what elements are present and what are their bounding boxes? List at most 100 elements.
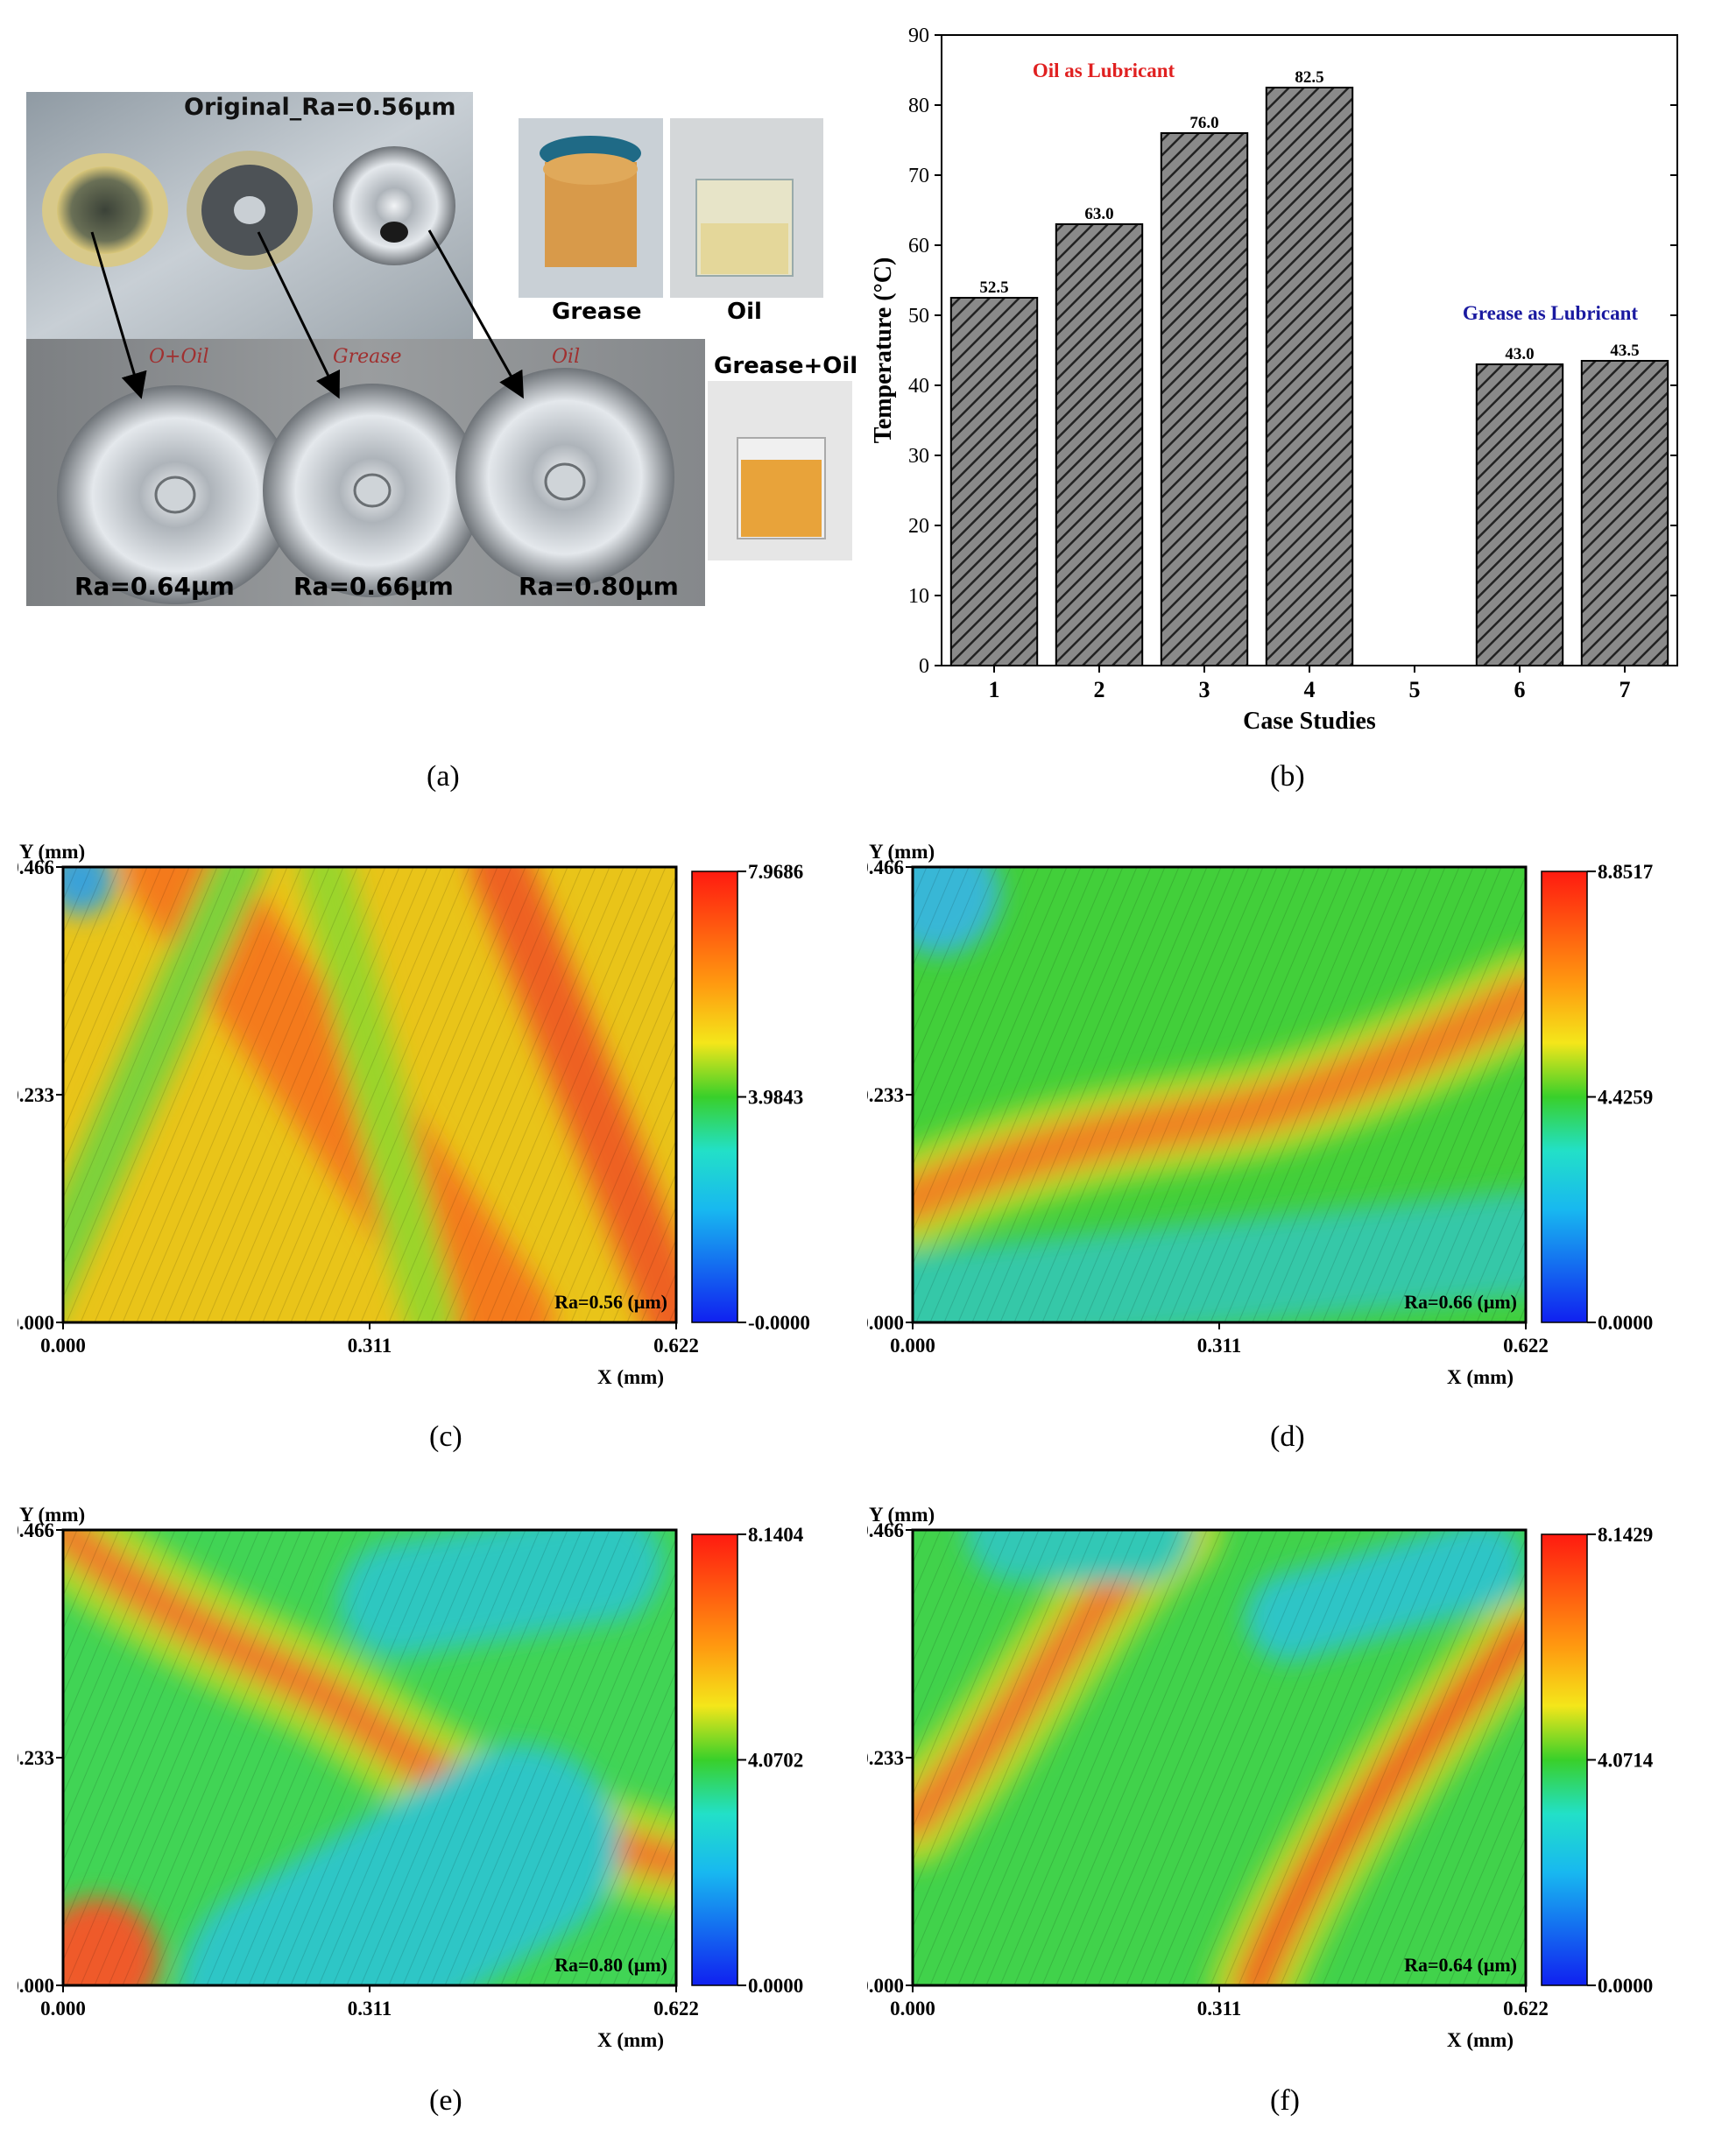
bar-data-label: 43.0 xyxy=(1505,345,1534,363)
colorbar-tick-label: 0.0000 xyxy=(1598,1312,1653,1334)
surface-map xyxy=(913,1530,1526,1985)
surface-band xyxy=(300,867,457,1322)
surface-band xyxy=(470,867,676,1322)
colorbar xyxy=(691,1533,738,1986)
ra-annotation: Ra=0.80 (μm) xyxy=(554,1954,667,1976)
bar xyxy=(949,297,1039,666)
surface-map xyxy=(913,867,1526,1322)
surface-map xyxy=(63,867,676,1322)
bar-data-label: 82.5 xyxy=(1295,68,1323,87)
surface-band xyxy=(913,1191,1526,1322)
colorbar xyxy=(1541,1533,1588,1986)
y-tick-label: 40 xyxy=(908,375,929,398)
y-tick-label: 50 xyxy=(908,305,929,328)
y-tick-label: 20 xyxy=(908,515,929,538)
heatmap-d: Y (mm) X (mm) 0.000 0.233 0.466 0.000 0.311 0.6… xyxy=(858,839,1717,1391)
x-tick-label: 0.311 xyxy=(348,1998,392,2020)
y-tick-label: 0.466 xyxy=(867,856,904,878)
ra-annotation: Ra=0.66 (μm) xyxy=(1404,1291,1517,1313)
colorbar-tick-label: 4.4259 xyxy=(1598,1087,1653,1109)
bar-chart-b: 0 10 20 30 40 50 60 70 80 90 1 52.5 2 63.0 3 76.0 4 82.5 5… xyxy=(867,18,1708,753)
x-tick-label: 0.000 xyxy=(40,1998,86,2020)
y-tick-label: 60 xyxy=(908,235,929,257)
bar xyxy=(1265,87,1354,666)
handwritten-label-grease: Grease xyxy=(333,346,402,368)
ra-annotation: Ra=0.56 (μm) xyxy=(554,1291,667,1313)
surface-spot xyxy=(63,867,116,915)
y-tick-label: 10 xyxy=(908,585,929,608)
bar xyxy=(1055,223,1144,666)
surface-spot xyxy=(63,1898,159,1985)
y-tick-label: 0.233 xyxy=(867,1747,904,1769)
x-tick-label: 7 xyxy=(1620,677,1631,702)
y-tick-label: 0.000 xyxy=(867,1975,904,1997)
y-tick-label: 0.233 xyxy=(18,1747,54,1769)
x-tick-label: 0.622 xyxy=(653,1998,699,2020)
panel-label-a: (a) xyxy=(427,760,460,793)
heatmap-f: Y (mm) X (mm) 0.000 0.233 0.466 0.000 0.311 0.6… xyxy=(858,1502,1717,2054)
x-tick-label: 0.000 xyxy=(890,1998,935,2020)
x-tick-label: 0.622 xyxy=(1503,1998,1549,2020)
heatmap-e: Y (mm) X (mm) 0.000 0.233 0.466 0.000 0.311 0.6… xyxy=(9,1502,867,2054)
x-axis-label: X (mm) xyxy=(597,2029,664,2051)
y-axis-label: Y (mm) xyxy=(19,841,85,863)
bar xyxy=(1160,132,1249,666)
surface-ridge xyxy=(1234,1615,1526,1985)
bar-data-label: 43.5 xyxy=(1610,342,1639,360)
surface-ridge xyxy=(913,974,1526,1224)
colorbar-tick-label: 4.0702 xyxy=(748,1750,803,1772)
product-label-grease-oil: Grease+Oil xyxy=(714,353,858,379)
x-tick-label: 3 xyxy=(1199,677,1210,702)
x-tick-label: 5 xyxy=(1409,677,1421,702)
x-axis-label: X (mm) xyxy=(597,1366,664,1388)
colorbar-tick-label: 7.9686 xyxy=(748,861,803,883)
handwritten-label-oil: Oil xyxy=(552,346,581,368)
x-tick-label: 0.622 xyxy=(1503,1335,1549,1357)
y-tick-label: 90 xyxy=(908,25,929,47)
colorbar-tick-label: 4.0714 xyxy=(1598,1750,1654,1772)
panel-label-b: (b) xyxy=(1270,760,1305,793)
x-tick-label: 0.311 xyxy=(1197,1335,1241,1357)
x-tick-label: 0.311 xyxy=(348,1335,392,1357)
handwritten-label-o-oil: O+Oil xyxy=(149,346,209,368)
y-tick-label: 0.466 xyxy=(867,1519,904,1541)
surface-band xyxy=(1246,1530,1526,1661)
y-tick-label: 30 xyxy=(908,445,929,468)
x-axis-label: X (mm) xyxy=(1447,1366,1514,1388)
colorbar-tick-label: 0.0000 xyxy=(748,1975,803,1997)
colorbar-tick-label: 8.8517 xyxy=(1598,861,1653,883)
panel-label-c: (c) xyxy=(429,1420,462,1453)
surface-spot xyxy=(913,867,1000,955)
bar xyxy=(1475,363,1564,666)
heatmap-c: Y (mm) X (mm) 0.000 0.233 0.466 0.000 0.311 0.6… xyxy=(9,839,867,1391)
ra-annotation: Ra=0.64 (μm) xyxy=(1404,1954,1517,1976)
x-axis-label: Case Studies xyxy=(1243,708,1376,735)
panel-label-d: (d) xyxy=(1270,1420,1305,1453)
x-tick-label: 0.000 xyxy=(40,1335,86,1357)
y-axis-label: Y (mm) xyxy=(869,1504,935,1526)
y-tick-label: 0.466 xyxy=(18,856,54,878)
panel-label-e: (e) xyxy=(429,2084,462,2117)
y-tick-label: 0.233 xyxy=(867,1084,904,1106)
y-tick-label: 0.000 xyxy=(867,1312,904,1334)
x-axis-label: X (mm) xyxy=(1447,2029,1514,2051)
surface-map xyxy=(63,1530,676,1985)
panel-label-f: (f) xyxy=(1270,2084,1300,2117)
y-axis-label: Y (mm) xyxy=(869,841,935,863)
bar-data-label: 52.5 xyxy=(979,278,1008,297)
y-tick-label: 70 xyxy=(908,165,929,187)
x-tick-label: 0.000 xyxy=(890,1335,935,1357)
y-tick-label: 80 xyxy=(908,95,929,117)
colorbar xyxy=(1541,871,1588,1323)
surface-band xyxy=(339,1530,663,1657)
surface-band xyxy=(181,1745,619,1985)
bar-data-label: 63.0 xyxy=(1084,205,1113,223)
photo-illustration xyxy=(26,92,852,606)
product-label-grease: Grease xyxy=(552,299,642,325)
colorbar xyxy=(691,871,738,1323)
y-tick-label: 0.466 xyxy=(18,1519,54,1541)
y-tick-label: 0.000 xyxy=(18,1312,54,1334)
photo-panel-a: Original_Ra=0.56μm O+Oil Grease Oil Ra=0… xyxy=(26,92,858,609)
y-axis-label: Y (mm) xyxy=(19,1504,85,1526)
original-ra-label: Original_Ra=0.56μm xyxy=(184,94,456,121)
